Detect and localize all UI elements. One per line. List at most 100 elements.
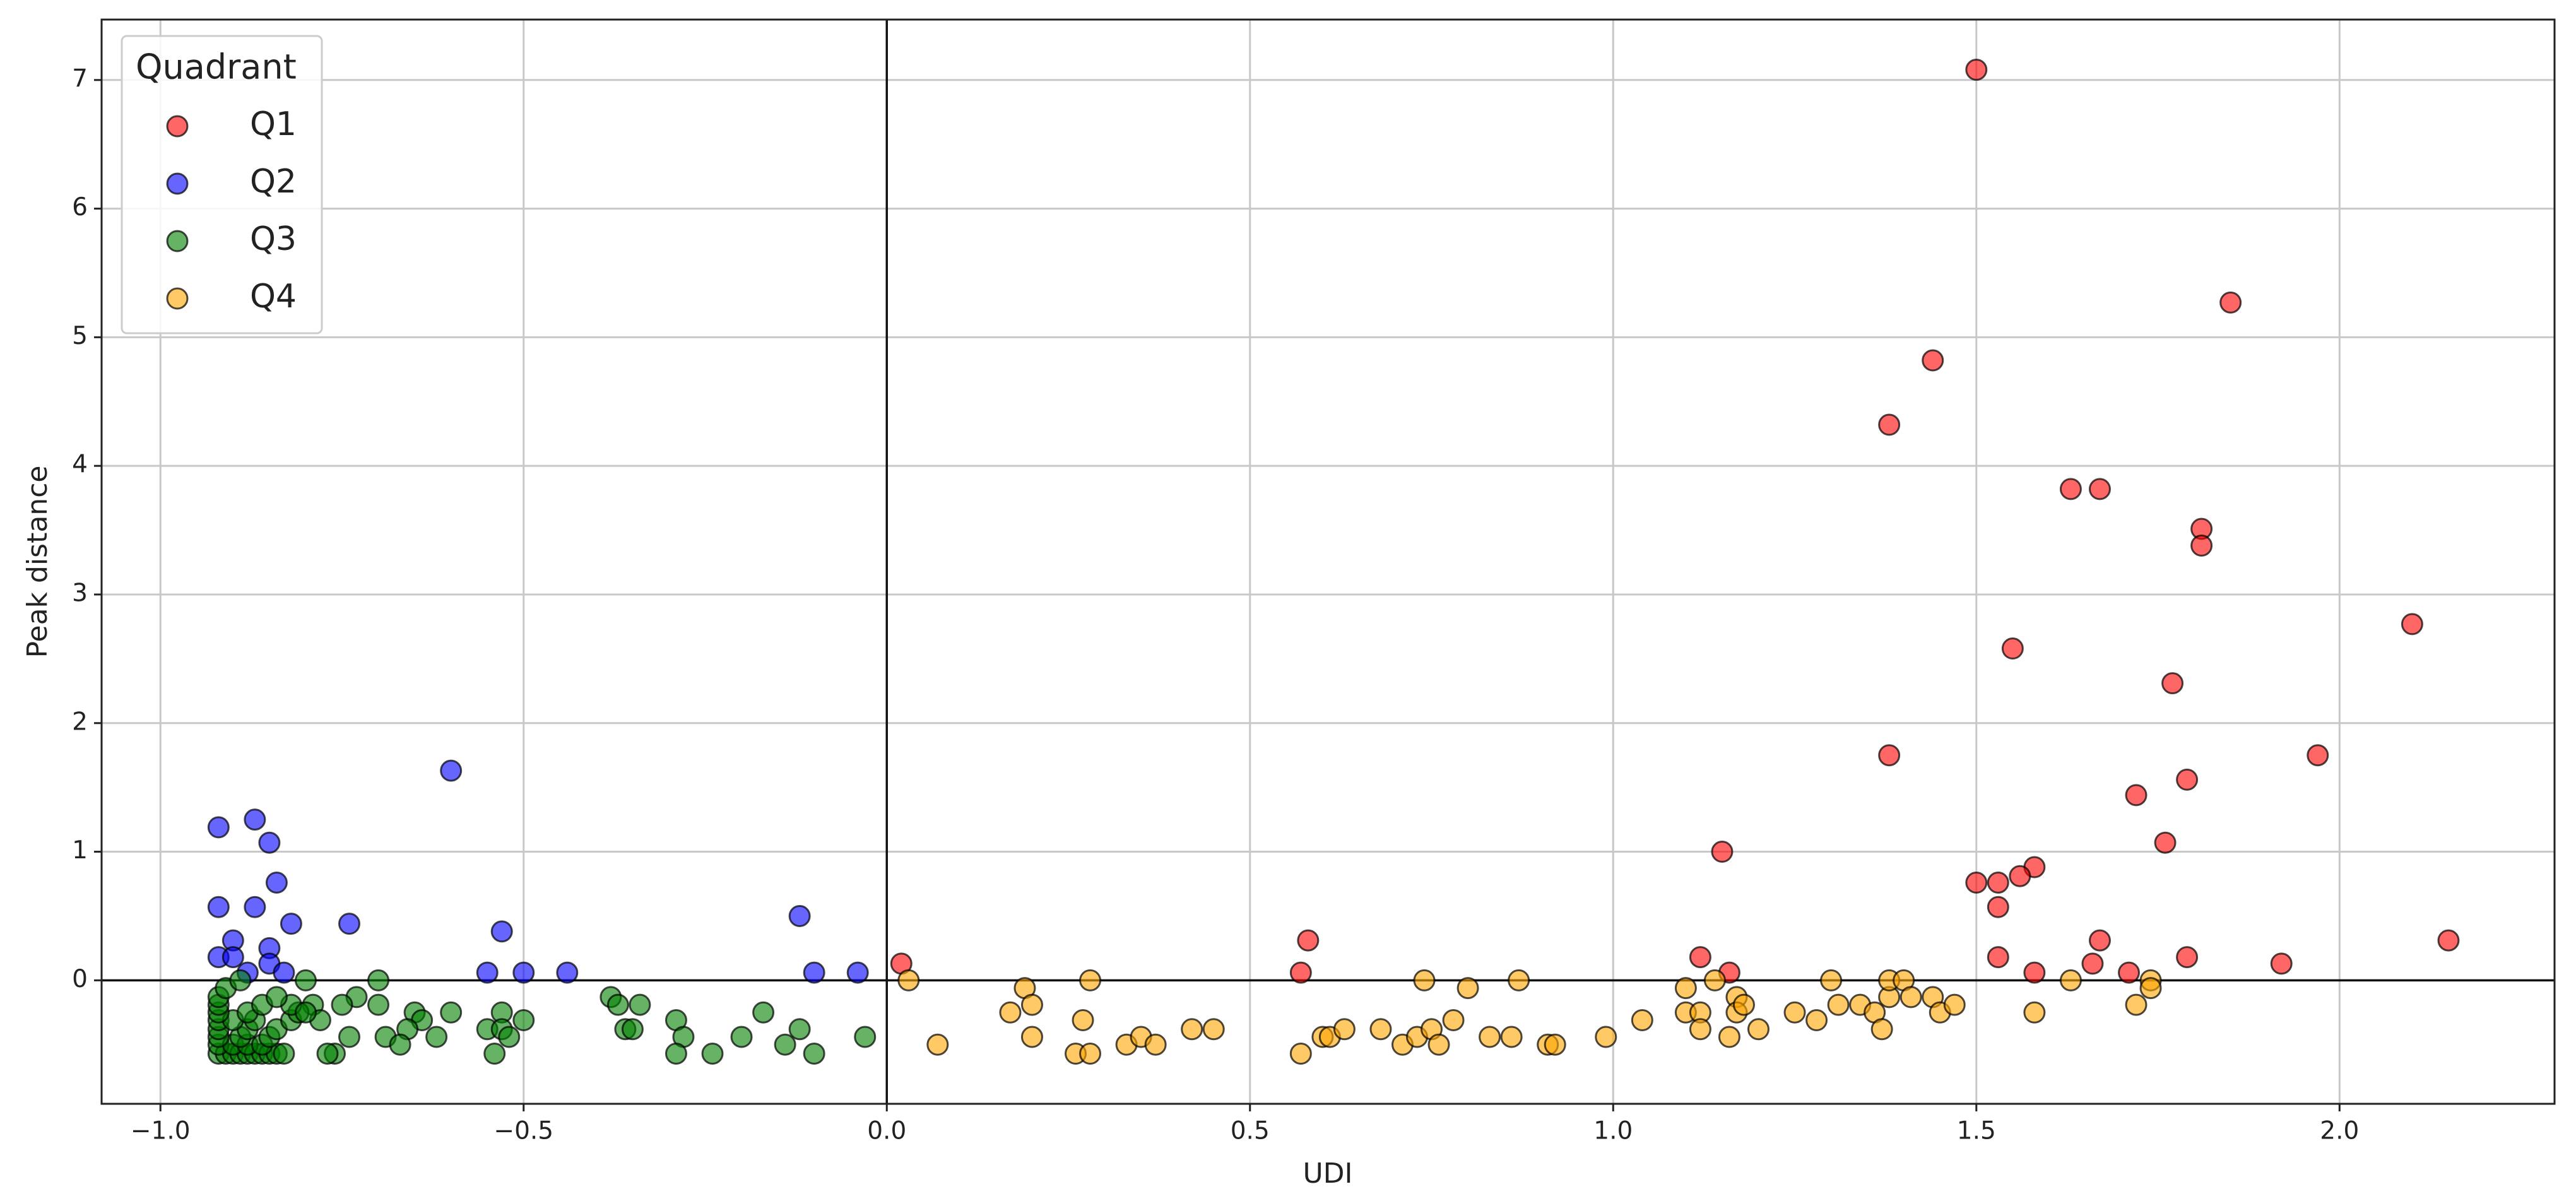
point (665, 1043, 687, 1065)
point (999, 1001, 1022, 1024)
point (1020, 993, 1043, 1016)
y-tick-label: 7 (72, 64, 88, 93)
point (1878, 744, 1901, 767)
point (1544, 1033, 1566, 1056)
point (2401, 613, 2423, 636)
point (897, 969, 920, 991)
y-tick-label: 5 (72, 322, 88, 350)
point (606, 993, 629, 1016)
point (2059, 969, 2082, 991)
point (244, 808, 266, 831)
point (629, 993, 651, 1016)
point (1369, 1018, 1392, 1041)
point (273, 961, 295, 984)
point (1181, 1018, 1203, 1041)
point (1020, 1026, 1043, 1048)
point (2125, 784, 2148, 807)
point (774, 1033, 796, 1056)
y-tick-label: 3 (72, 579, 88, 607)
x-tick-label: −1.0 (131, 1117, 191, 1145)
point (389, 1033, 411, 1056)
point (1943, 993, 1966, 1016)
point (1079, 969, 1102, 991)
point (2219, 291, 2242, 314)
point (1595, 1026, 1617, 1048)
point (1783, 1001, 1806, 1024)
point (2176, 768, 2199, 791)
point (701, 1043, 724, 1065)
point (1805, 1009, 1828, 1032)
y-tick-label: 0 (72, 965, 88, 993)
point (846, 961, 869, 984)
legend-label: Q3 (250, 220, 297, 258)
point (2009, 865, 2031, 887)
y-tick-label: 6 (72, 193, 88, 222)
point (854, 1026, 877, 1048)
point (2059, 478, 2082, 500)
point (367, 993, 390, 1016)
point (294, 969, 317, 991)
point (207, 896, 230, 918)
point (1987, 896, 2009, 918)
legend-label: Q4 (250, 278, 297, 316)
point (440, 1001, 463, 1024)
point (1987, 871, 2009, 894)
point (512, 961, 535, 984)
point (1820, 969, 1843, 991)
point (1878, 413, 1901, 436)
point (1427, 1033, 1450, 1056)
y-tick-label: 4 (72, 451, 88, 479)
point (2125, 993, 2148, 1016)
point (338, 1026, 360, 1048)
point (730, 1026, 753, 1048)
point (338, 913, 360, 935)
point (788, 904, 811, 927)
x-tick-label: 1.5 (1957, 1117, 1996, 1145)
point (367, 969, 390, 991)
point (1732, 993, 1755, 1016)
point (2023, 961, 2046, 984)
point (803, 961, 825, 984)
point (2270, 952, 2293, 975)
point (229, 969, 252, 991)
point (1297, 929, 1320, 952)
x-tick-label: 1.0 (1593, 1117, 1633, 1145)
point (1079, 1043, 1102, 1065)
point (1289, 1043, 1312, 1065)
point (1689, 946, 1711, 969)
point (2176, 946, 2199, 969)
legend-label: Q2 (250, 163, 297, 201)
point (2023, 1001, 2046, 1024)
point (280, 913, 302, 935)
point (1689, 1018, 1711, 1041)
y-tick-label: 1 (72, 836, 88, 865)
x-axis-label: UDI (1303, 1157, 1352, 1190)
point (1442, 1009, 1465, 1032)
point (2154, 831, 2177, 854)
point (512, 1009, 535, 1032)
point (2118, 961, 2141, 984)
point (483, 1043, 506, 1065)
point (1144, 1033, 1167, 1056)
point (476, 961, 499, 984)
point (294, 1001, 317, 1024)
point (1500, 1026, 1523, 1048)
point (788, 1018, 811, 1041)
point (2088, 478, 2111, 500)
point (1965, 871, 1988, 894)
x-tick-label: 2.0 (2320, 1117, 2359, 1145)
x-tick-label: 0.0 (867, 1117, 906, 1145)
x-tick-label: 0.5 (1231, 1117, 1270, 1145)
point (1965, 58, 1988, 81)
point (265, 871, 288, 894)
point (1922, 349, 1944, 372)
point (1631, 1009, 1653, 1032)
point (331, 993, 353, 1016)
point (752, 1001, 775, 1024)
point (490, 920, 513, 943)
plot-frame (100, 18, 2556, 1105)
point (1202, 1018, 1225, 1041)
point (1413, 969, 1436, 991)
point (1987, 946, 2009, 969)
